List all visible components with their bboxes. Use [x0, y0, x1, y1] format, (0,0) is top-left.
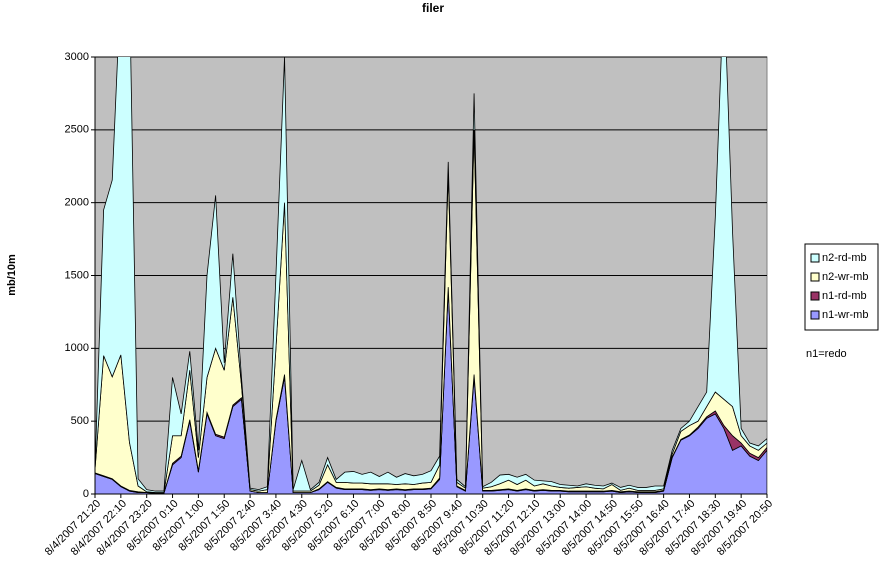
area: [95, 57, 767, 493]
chart-title: filer: [422, 1, 444, 15]
y-axis-label: mb/10m: [6, 254, 18, 296]
legend: n2-rd-mb n2-wr-mb n1-rd-mb n1-wr-mb: [804, 243, 879, 331]
y-tick-label: 2500: [65, 124, 89, 136]
y-tick-label: 1500: [65, 269, 89, 281]
legend-swatch: [810, 310, 820, 320]
legend-label: n1-rd-mb: [822, 290, 867, 302]
legend-label: n2-wr-mb: [822, 271, 868, 283]
y-tick-label: 3000: [65, 51, 89, 63]
legend-label: n2-rd-mb: [822, 252, 867, 264]
y-tick-label: 500: [71, 415, 89, 427]
legend-swatch: [810, 253, 820, 263]
legend-label: n1-wr-mb: [822, 309, 868, 321]
y-tick-label: 2000: [65, 197, 89, 209]
annotation: n1=redo: [806, 348, 847, 360]
y-tick-label: 0: [83, 488, 89, 500]
areas: [95, 57, 767, 494]
legend-swatch: [810, 272, 820, 282]
legend-swatch: [810, 291, 820, 301]
y-tick-label: 1000: [65, 342, 89, 354]
